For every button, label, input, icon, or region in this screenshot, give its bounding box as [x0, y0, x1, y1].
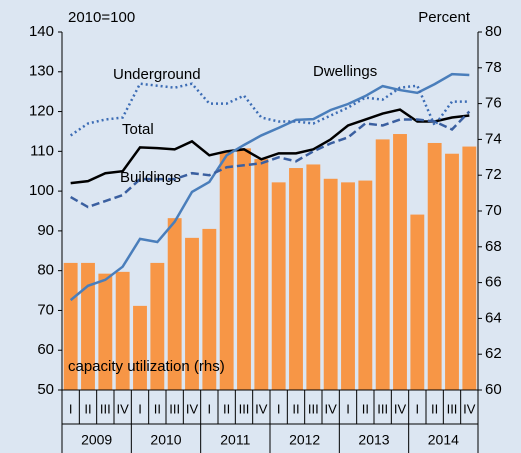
bar	[115, 271, 130, 390]
bar	[185, 237, 199, 390]
bar	[427, 142, 442, 390]
x-group-label: 2012	[289, 432, 320, 448]
y-tick-label: 140	[29, 23, 54, 40]
bar	[445, 153, 459, 390]
x-tick-label: IV	[117, 401, 130, 416]
x-tick-label: II	[223, 401, 230, 416]
bar	[306, 164, 321, 390]
x-tick-label: IV	[394, 401, 407, 416]
x-tick-label: IV	[255, 401, 268, 416]
y2-tick-label: 74	[485, 130, 502, 147]
x-tick-label: III	[169, 401, 180, 416]
y2-tick-label: 64	[485, 309, 502, 326]
bar	[271, 182, 286, 390]
x-group-label: 2013	[358, 432, 389, 448]
x-tick-label: III	[100, 401, 111, 416]
x-tick-label: IV	[463, 401, 476, 416]
bar	[289, 168, 303, 390]
y-tick-label: 130	[29, 63, 54, 80]
x-tick-label: I	[416, 401, 420, 416]
bar	[219, 151, 234, 390]
y2-tick-label: 78	[485, 59, 502, 76]
x-tick-label: II	[292, 401, 299, 416]
y2-tick-label: 80	[485, 23, 502, 40]
x-group-label: 2011	[220, 432, 250, 448]
x-tick-label: II	[154, 401, 161, 416]
x-tick-label: I	[208, 401, 212, 416]
x-tick-label: II	[84, 401, 91, 416]
x-tick-label: II	[362, 401, 369, 416]
x-group-label: 2010	[150, 432, 181, 448]
line-series	[70, 110, 471, 209]
y-tick-label: 120	[29, 103, 54, 120]
bar	[133, 305, 147, 390]
x-tick-label: III	[239, 401, 250, 416]
y-tick-label: 90	[37, 222, 54, 239]
series-label: Total	[122, 121, 154, 138]
line-series	[69, 72, 470, 302]
bar	[410, 214, 425, 390]
y2-axis-label: Percent	[418, 9, 471, 26]
y-tick-label: 70	[37, 301, 54, 318]
series-label: Dwellings	[313, 63, 377, 80]
bar	[393, 134, 407, 390]
x-tick-label: II	[431, 401, 438, 416]
y-tick-label: 80	[37, 262, 54, 279]
series-label: Buildings	[120, 169, 181, 186]
bar	[150, 262, 165, 390]
x-tick-label: I	[277, 401, 281, 416]
y-tick-label: 100	[29, 182, 54, 199]
y-tick-label: 50	[37, 381, 54, 398]
bar	[462, 146, 477, 390]
bar	[202, 228, 217, 390]
x-group-label: 2014	[428, 432, 459, 448]
bar	[358, 180, 373, 390]
x-tick-label: I	[346, 401, 350, 416]
line-series	[69, 82, 470, 137]
bar	[323, 178, 338, 390]
y2-tick-label: 62	[485, 345, 502, 362]
y2-tick-label: 72	[485, 166, 502, 183]
y2-tick-label: 76	[485, 95, 502, 112]
y-tick-label: 110	[30, 142, 54, 159]
bar	[375, 139, 390, 390]
bar	[167, 218, 182, 390]
x-tick-label: I	[138, 401, 142, 416]
x-tick-label: IV	[325, 401, 338, 416]
x-tick-label: III	[308, 401, 319, 416]
x-tick-label: IV	[186, 401, 199, 416]
bar	[341, 182, 355, 390]
y2-tick-label: 60	[485, 381, 502, 398]
y-tick-label: 60	[37, 341, 54, 358]
x-group-label: 2009	[81, 432, 112, 448]
bar	[98, 273, 113, 390]
line-series	[70, 108, 470, 185]
y2-tick-label: 70	[485, 202, 502, 219]
x-tick-label: III	[377, 401, 388, 416]
series-label: capacity utilization (rhs)	[68, 358, 225, 375]
bar	[81, 262, 95, 390]
bar	[237, 148, 251, 390]
y2-tick-label: 66	[485, 274, 502, 291]
y2-tick-label: 68	[485, 238, 502, 255]
bar	[63, 262, 78, 390]
x-tick-label: I	[69, 401, 73, 416]
bar	[254, 159, 269, 390]
x-tick-label: III	[447, 401, 458, 416]
y-axis-label: 2010=100	[68, 9, 135, 26]
series-label: Underground	[113, 66, 201, 83]
